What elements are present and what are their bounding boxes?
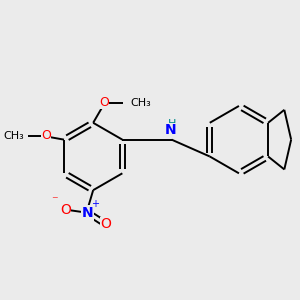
Text: +: + bbox=[91, 199, 99, 209]
Text: O: O bbox=[41, 129, 51, 142]
Text: ⁻: ⁻ bbox=[52, 194, 58, 207]
Text: CH₃: CH₃ bbox=[4, 131, 25, 141]
Text: N: N bbox=[164, 123, 176, 137]
Text: O: O bbox=[60, 202, 71, 217]
Text: O: O bbox=[99, 96, 109, 109]
Text: CH₃: CH₃ bbox=[131, 98, 152, 108]
Text: O: O bbox=[101, 218, 112, 232]
Text: N: N bbox=[82, 206, 94, 220]
Text: H: H bbox=[167, 119, 176, 129]
